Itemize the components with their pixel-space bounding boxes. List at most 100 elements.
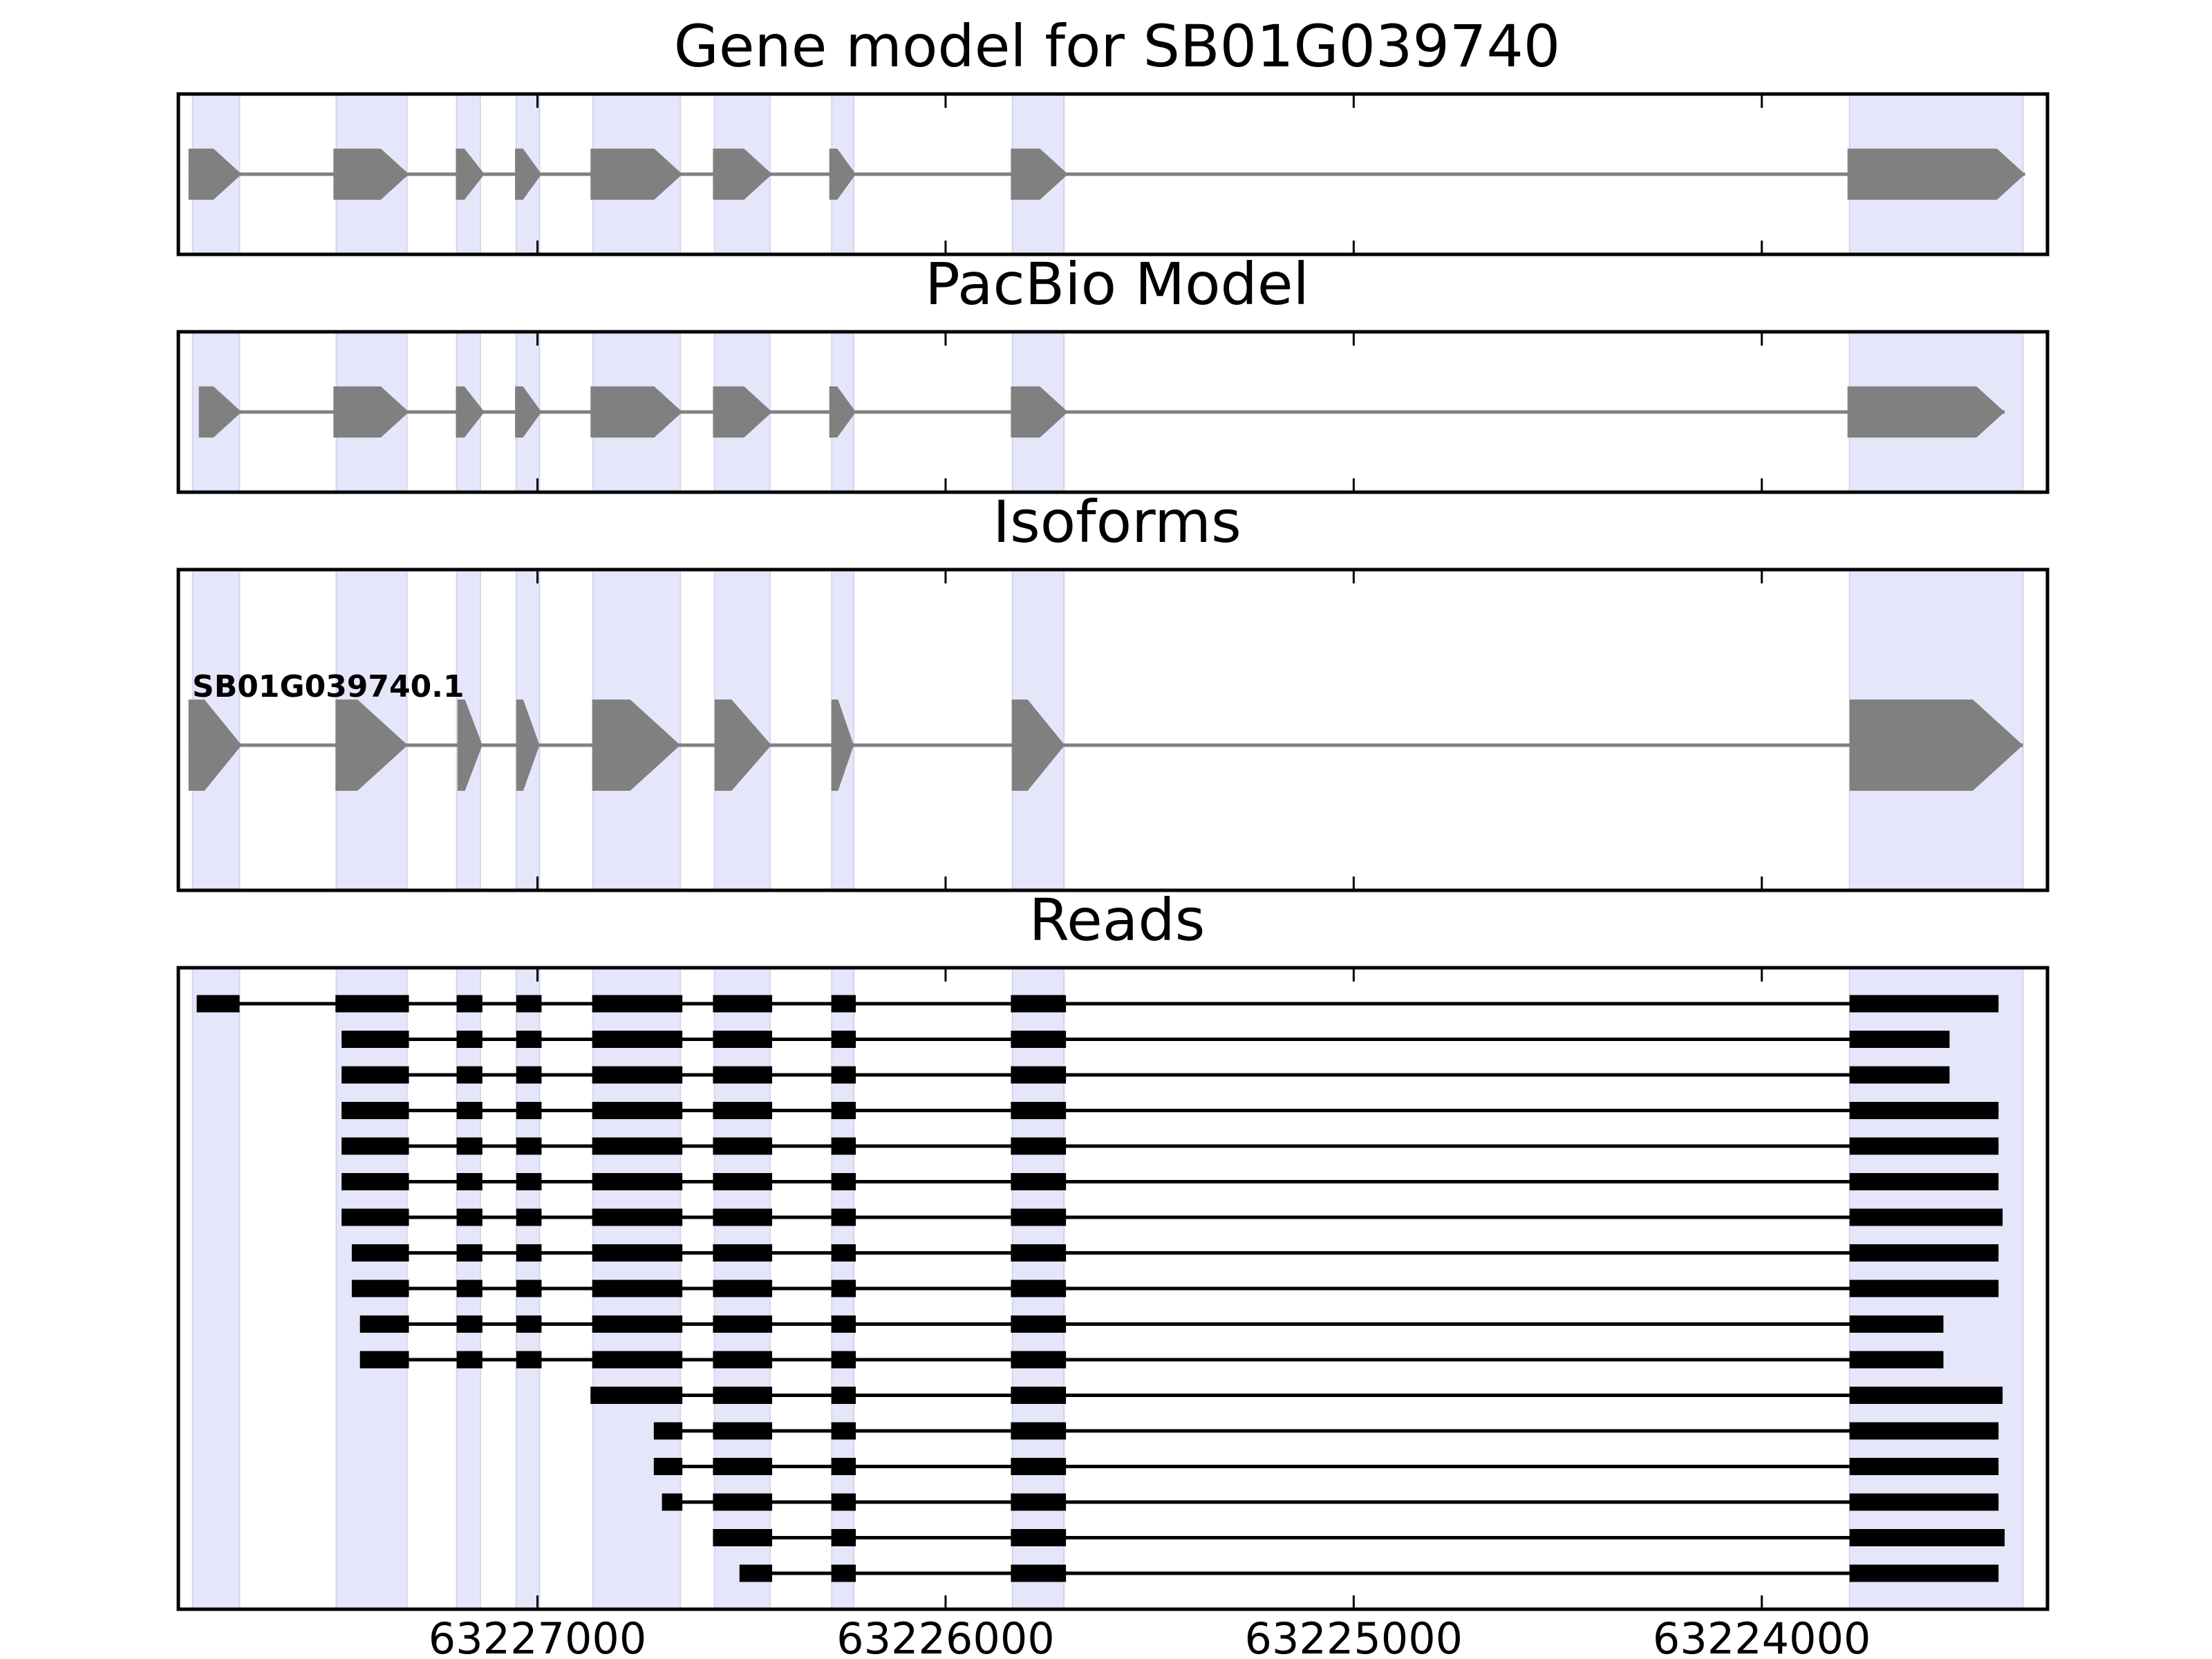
read-block — [831, 1422, 856, 1440]
gene-model-title: Gene model for SB01G039740 — [674, 12, 1560, 80]
panel-frame — [176, 330, 2050, 494]
exon-feature — [713, 386, 773, 438]
read-block — [1011, 1208, 1067, 1226]
exon-feature — [456, 386, 485, 438]
read-block — [713, 1137, 773, 1155]
read-block — [739, 1564, 773, 1582]
isoform-label: SB01G039740.1 — [192, 669, 465, 704]
exon-feature — [198, 386, 242, 438]
read-block — [713, 1173, 773, 1190]
exon-feature — [515, 149, 542, 200]
read-block — [662, 1493, 683, 1511]
exon-feature — [590, 386, 683, 438]
read-block — [1849, 1137, 1999, 1155]
read-block — [831, 1529, 856, 1546]
read-block — [831, 1102, 856, 1119]
read-block — [1011, 1066, 1067, 1084]
exon-feature — [1011, 149, 1069, 200]
read-block — [831, 1387, 856, 1404]
gene-model-panel — [176, 92, 2050, 256]
exon-feature — [1847, 386, 2005, 438]
exon-feature — [333, 386, 409, 438]
exon-feature — [457, 700, 482, 791]
read-block — [713, 1280, 773, 1297]
read-block — [1011, 1173, 1067, 1190]
exon-feature — [335, 700, 408, 791]
read-block — [831, 1031, 856, 1048]
exon-feature — [1011, 700, 1065, 791]
read-block — [1011, 1422, 1067, 1440]
exon-feature — [333, 149, 409, 200]
read-block — [592, 1351, 683, 1369]
exon-feature — [515, 386, 542, 438]
read-block — [1849, 1102, 1999, 1119]
x-tick-label-63226000: 63226000 — [836, 1613, 1055, 1659]
exon-feature — [590, 149, 683, 200]
read-block — [831, 1564, 856, 1582]
pacbio-model-panel — [176, 330, 2050, 494]
read-block — [713, 1351, 773, 1369]
read-block — [713, 1529, 773, 1546]
read-block — [341, 1173, 409, 1190]
read-block — [1849, 1529, 2005, 1546]
read-block — [1849, 1208, 2003, 1226]
read-block — [516, 1208, 542, 1226]
read-block — [1011, 1031, 1067, 1048]
read-block — [592, 1315, 683, 1333]
read-block — [713, 1387, 773, 1404]
read-block — [831, 1173, 856, 1190]
read-block — [1849, 1493, 1999, 1511]
read-block — [1011, 1351, 1067, 1369]
read-block — [351, 1280, 409, 1297]
isoforms-title: Isoforms — [993, 488, 1241, 556]
exon-feature — [829, 386, 856, 438]
read-block — [592, 1208, 683, 1226]
read-block — [341, 1066, 409, 1084]
read-block — [196, 995, 240, 1013]
read-block — [341, 1031, 409, 1048]
read-block — [590, 1387, 683, 1404]
read-block — [1849, 995, 1999, 1013]
read-block — [456, 1208, 482, 1226]
read-block — [592, 1137, 683, 1155]
read-block — [831, 1315, 856, 1333]
reads-title: Reads — [1029, 886, 1206, 954]
read-block — [1011, 1315, 1067, 1333]
read-block — [1849, 1315, 1944, 1333]
read-block — [1011, 1244, 1067, 1262]
read-block — [1849, 1066, 1950, 1084]
read-block — [1849, 1280, 1999, 1297]
x-axis-tick-labels: 63227000 63226000 63225000 63224000 — [429, 1613, 1871, 1659]
read-block — [713, 1458, 773, 1475]
x-tick-label-63227000: 63227000 — [429, 1613, 647, 1659]
read-block — [1849, 1031, 1950, 1048]
read-block — [592, 1102, 683, 1119]
read-block — [713, 1102, 773, 1119]
read-block — [831, 1458, 856, 1475]
read-block — [713, 1315, 773, 1333]
read-block — [456, 1351, 482, 1369]
panel-frame — [176, 966, 2050, 1611]
read-block — [456, 1244, 482, 1262]
exon-feature — [714, 700, 771, 791]
read-block — [456, 1137, 482, 1155]
read-block — [1011, 1493, 1067, 1511]
read-block — [713, 1493, 773, 1511]
read-block — [1849, 1173, 1999, 1190]
read-block — [713, 1422, 773, 1440]
read-block — [713, 1208, 773, 1226]
read-block — [516, 1244, 542, 1262]
read-block — [516, 1173, 542, 1190]
read-block — [516, 1280, 542, 1297]
x-tick-label-63224000: 63224000 — [1653, 1613, 1871, 1659]
exon-feature — [1849, 700, 2023, 791]
read-block — [516, 1066, 542, 1084]
read-block — [713, 1031, 773, 1048]
read-block — [1849, 1387, 2003, 1404]
read-block — [592, 1280, 683, 1297]
read-block — [1011, 1102, 1067, 1119]
read-block — [831, 1208, 856, 1226]
exon-feature — [592, 700, 681, 791]
read-block — [1849, 1458, 1999, 1475]
